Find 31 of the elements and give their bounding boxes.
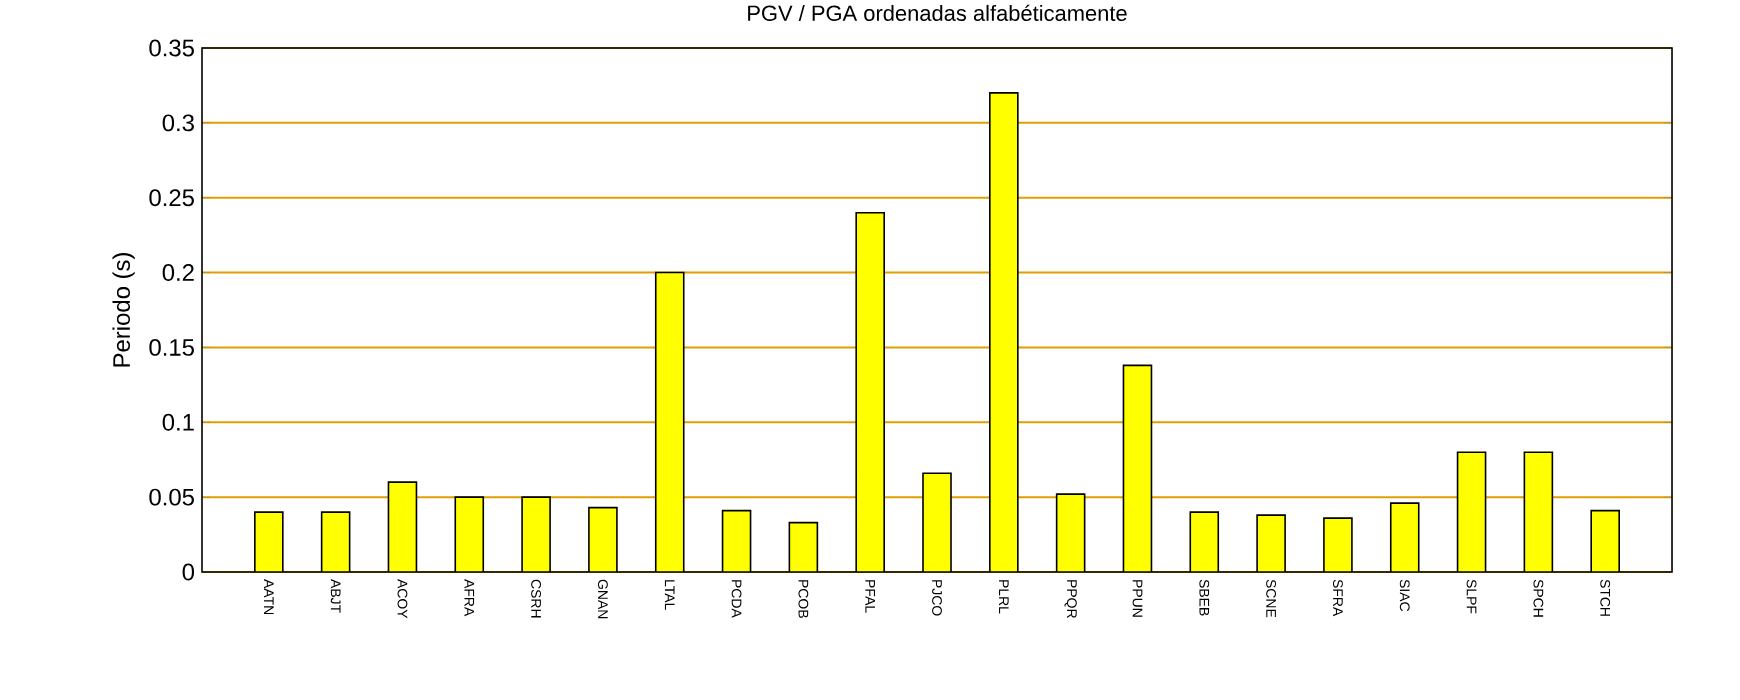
bar <box>387 481 418 572</box>
y-tick-label: 0 <box>182 563 195 581</box>
bar <box>1590 509 1620 572</box>
bar <box>521 496 551 572</box>
bar <box>1323 517 1353 572</box>
bar <box>1055 493 1086 572</box>
bar <box>1389 502 1420 572</box>
bar <box>1523 451 1554 572</box>
y-tick-label: 0.1 <box>162 413 194 431</box>
bar <box>922 472 952 572</box>
bar <box>1122 364 1153 572</box>
y-tick-label: 0.35 <box>149 39 194 57</box>
y-tick-label: 0.25 <box>149 189 194 207</box>
bar <box>320 511 351 572</box>
bar <box>721 509 752 572</box>
bar <box>788 521 819 572</box>
bar <box>855 211 885 572</box>
y-axis-title: Periodo (s) <box>112 253 135 367</box>
bar <box>989 92 1019 572</box>
y-tick-label: 0.3 <box>162 114 194 132</box>
y-tick-label: 0.05 <box>149 488 194 506</box>
bar <box>654 271 685 572</box>
y-tick-label: 0.15 <box>149 338 194 356</box>
bar <box>1456 451 1487 572</box>
y-tick-label: 0.2 <box>162 264 194 282</box>
bar <box>588 506 618 572</box>
chart-title: PGV / PGA ordenadas alfabéticamente <box>748 4 1127 21</box>
bar <box>1256 514 1286 572</box>
bar <box>254 511 284 572</box>
bar <box>1189 511 1220 572</box>
bar <box>454 496 485 572</box>
